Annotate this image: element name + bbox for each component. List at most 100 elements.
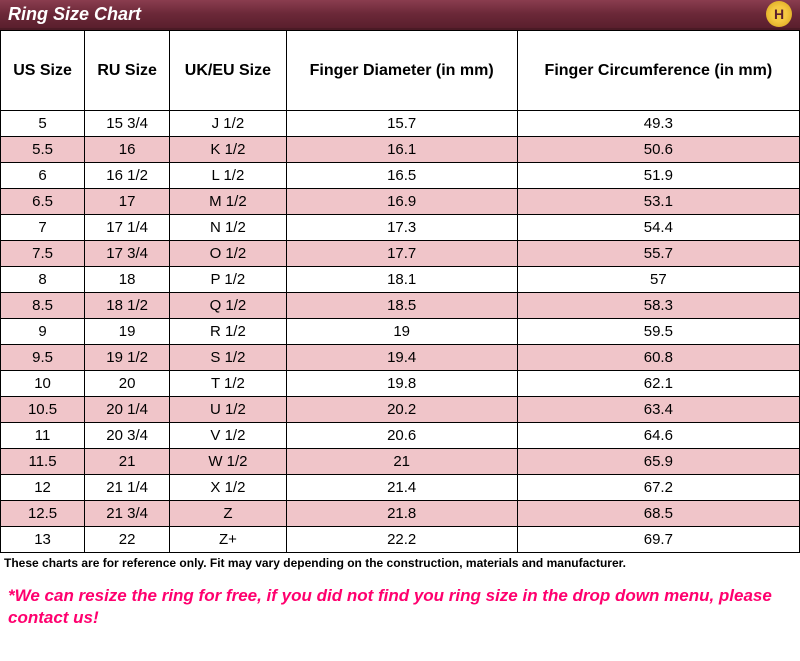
table-cell: P 1/2: [170, 267, 286, 293]
table-cell: 7: [1, 215, 85, 241]
table-cell: 9.5: [1, 345, 85, 371]
table-cell: 19.4: [286, 345, 517, 371]
table-row: 717 1/4N 1/217.354.4: [1, 215, 800, 241]
table-cell: 21: [286, 449, 517, 475]
table-cell: Z: [170, 501, 286, 527]
table-cell: 62.1: [517, 371, 799, 397]
table-cell: 22.2: [286, 527, 517, 553]
table-cell: 18.1: [286, 267, 517, 293]
table-cell: 58.3: [517, 293, 799, 319]
table-cell: X 1/2: [170, 475, 286, 501]
table-cell: 55.7: [517, 241, 799, 267]
disclaimer-text: These charts are for reference only. Fit…: [0, 553, 800, 573]
table-cell: 15.7: [286, 111, 517, 137]
table-cell: Q 1/2: [170, 293, 286, 319]
table-cell: 13: [1, 527, 85, 553]
table-row: 7.517 3/4O 1/217.755.7: [1, 241, 800, 267]
table-cell: 11: [1, 423, 85, 449]
table-cell: N 1/2: [170, 215, 286, 241]
table-row: 12.521 3/4Z21.868.5: [1, 501, 800, 527]
table-cell: 6: [1, 163, 85, 189]
table-cell: 63.4: [517, 397, 799, 423]
table-cell: W 1/2: [170, 449, 286, 475]
table-cell: 21.4: [286, 475, 517, 501]
table-row: 6.517M 1/216.953.1: [1, 189, 800, 215]
table-cell: 19.8: [286, 371, 517, 397]
table-cell: 16 1/2: [85, 163, 170, 189]
table-cell: 17 3/4: [85, 241, 170, 267]
table-cell: K 1/2: [170, 137, 286, 163]
ring-size-table: US Size RU Size UK/EU Size Finger Diamet…: [0, 30, 800, 553]
table-cell: R 1/2: [170, 319, 286, 345]
col-us-size: US Size: [1, 31, 85, 111]
table-cell: 19: [286, 319, 517, 345]
table-cell: 20 3/4: [85, 423, 170, 449]
table-cell: 54.4: [517, 215, 799, 241]
table-header-row: US Size RU Size UK/EU Size Finger Diamet…: [1, 31, 800, 111]
chart-title: Ring Size Chart: [8, 4, 141, 25]
table-cell: 17.7: [286, 241, 517, 267]
table-cell: 8: [1, 267, 85, 293]
table-cell: M 1/2: [170, 189, 286, 215]
table-cell: 57: [517, 267, 799, 293]
table-cell: 19: [85, 319, 170, 345]
table-row: 1322Z+22.269.7: [1, 527, 800, 553]
table-cell: 8.5: [1, 293, 85, 319]
table-cell: 69.7: [517, 527, 799, 553]
table-cell: 18: [85, 267, 170, 293]
table-row: 919R 1/21959.5: [1, 319, 800, 345]
brand-logo-icon: H: [766, 1, 792, 27]
table-cell: 15 3/4: [85, 111, 170, 137]
table-cell: T 1/2: [170, 371, 286, 397]
table-cell: 17 1/4: [85, 215, 170, 241]
title-bar: Ring Size Chart H: [0, 0, 800, 30]
table-cell: Z+: [170, 527, 286, 553]
table-cell: 21 3/4: [85, 501, 170, 527]
table-cell: 17.3: [286, 215, 517, 241]
table-cell: 22: [85, 527, 170, 553]
table-cell: 59.5: [517, 319, 799, 345]
table-cell: L 1/2: [170, 163, 286, 189]
table-cell: 64.6: [517, 423, 799, 449]
resize-note: *We can resize the ring for free, if you…: [0, 573, 800, 637]
table-cell: 16: [85, 137, 170, 163]
table-cell: 50.6: [517, 137, 799, 163]
table-row: 515 3/4J 1/215.749.3: [1, 111, 800, 137]
table-cell: 65.9: [517, 449, 799, 475]
table-row: 818P 1/218.157: [1, 267, 800, 293]
table-row: 8.518 1/2Q 1/218.558.3: [1, 293, 800, 319]
col-diameter: Finger Diameter (in mm): [286, 31, 517, 111]
table-cell: 21 1/4: [85, 475, 170, 501]
table-cell: 5.5: [1, 137, 85, 163]
table-cell: 7.5: [1, 241, 85, 267]
table-cell: 12.5: [1, 501, 85, 527]
table-cell: 11.5: [1, 449, 85, 475]
col-ru-size: RU Size: [85, 31, 170, 111]
table-row: 616 1/2L 1/216.551.9: [1, 163, 800, 189]
table-row: 1221 1/4X 1/221.467.2: [1, 475, 800, 501]
table-cell: 67.2: [517, 475, 799, 501]
table-cell: 53.1: [517, 189, 799, 215]
table-cell: 20 1/4: [85, 397, 170, 423]
table-cell: 19 1/2: [85, 345, 170, 371]
table-cell: 20.6: [286, 423, 517, 449]
table-row: 9.519 1/2S 1/219.460.8: [1, 345, 800, 371]
table-row: 11.521W 1/22165.9: [1, 449, 800, 475]
table-cell: 10.5: [1, 397, 85, 423]
table-cell: 9: [1, 319, 85, 345]
table-cell: O 1/2: [170, 241, 286, 267]
table-row: 5.516K 1/216.150.6: [1, 137, 800, 163]
table-row: 1020T 1/219.862.1: [1, 371, 800, 397]
table-cell: J 1/2: [170, 111, 286, 137]
table-cell: 18.5: [286, 293, 517, 319]
table-cell: 16.9: [286, 189, 517, 215]
col-uk-eu-size: UK/EU Size: [170, 31, 286, 111]
table-cell: 18 1/2: [85, 293, 170, 319]
table-cell: 68.5: [517, 501, 799, 527]
table-cell: 51.9: [517, 163, 799, 189]
table-cell: 10: [1, 371, 85, 397]
table-cell: 16.5: [286, 163, 517, 189]
table-cell: V 1/2: [170, 423, 286, 449]
table-cell: U 1/2: [170, 397, 286, 423]
table-cell: 5: [1, 111, 85, 137]
